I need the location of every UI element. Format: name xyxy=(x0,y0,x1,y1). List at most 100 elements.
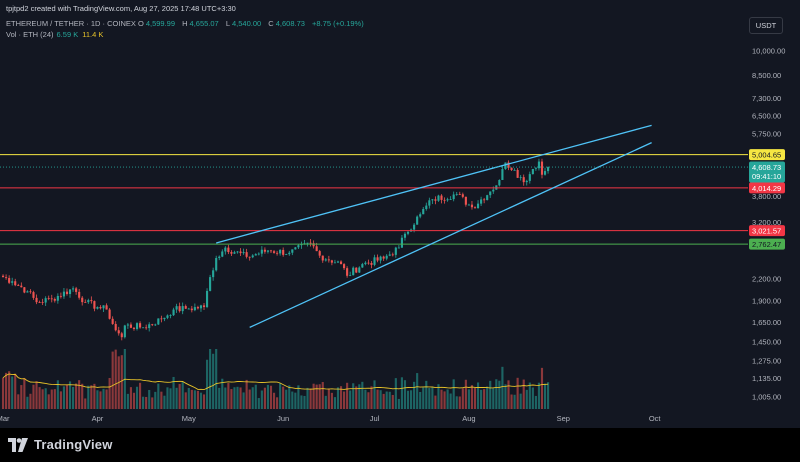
volume-bar xyxy=(364,389,367,409)
level-tag-label: 4,014.29 xyxy=(752,184,781,193)
volume-bar xyxy=(394,378,397,409)
candle-body xyxy=(501,169,504,180)
candle-body xyxy=(321,255,324,261)
candle-body xyxy=(117,330,120,334)
volume-bar xyxy=(251,387,254,409)
volume-bar xyxy=(38,387,41,409)
volume-bar xyxy=(391,394,394,409)
volume-bar xyxy=(129,387,132,409)
volume-bar xyxy=(233,387,236,409)
volume-bar xyxy=(279,383,282,409)
candle-body xyxy=(175,306,178,310)
currency-button[interactable]: USDT xyxy=(749,17,783,34)
volume-bar xyxy=(41,389,44,409)
volume-bar xyxy=(315,384,318,409)
y-tick-label: 1,005.00 xyxy=(752,393,781,402)
volume-bar xyxy=(385,391,388,409)
volume-bar xyxy=(312,383,315,409)
volume-bar xyxy=(437,384,440,409)
volume-bar xyxy=(17,394,20,409)
candle-body xyxy=(537,161,541,169)
candle-body xyxy=(90,300,93,302)
volume-bar xyxy=(199,392,203,409)
candle-body xyxy=(59,295,62,297)
candle-body xyxy=(318,251,321,256)
open-value: 4,599.99 xyxy=(145,19,176,28)
symbol-legend: ETHEREUM / TETHER · 1D · COINEX O 4,599.9… xyxy=(6,19,364,28)
candle-body xyxy=(428,200,431,206)
candle-body xyxy=(23,287,26,293)
volume-bar xyxy=(29,393,32,409)
candle-body xyxy=(215,258,218,271)
volume-bar xyxy=(242,392,245,409)
low-value: 4,540.00 xyxy=(232,19,262,28)
close-value: 4,608.73 xyxy=(275,19,305,28)
volume-bar xyxy=(26,396,29,409)
tradingview-logo-icon xyxy=(8,437,28,452)
volume-bar xyxy=(327,388,330,409)
candle-body xyxy=(248,256,251,258)
y-tick-label: 1,900.00 xyxy=(752,297,781,306)
volume-value: 6.59 K xyxy=(56,30,79,39)
candle-body xyxy=(114,323,117,331)
candle-body xyxy=(394,247,397,255)
candle-body xyxy=(236,251,239,253)
volume-bar xyxy=(65,384,69,409)
volume-bar xyxy=(507,380,510,409)
candle-body xyxy=(181,306,184,312)
tradingview-brand[interactable]: TradingView xyxy=(8,437,113,452)
volume-bar xyxy=(370,386,373,409)
candle-body xyxy=(68,289,72,295)
volume-bar xyxy=(537,382,541,409)
candle-body xyxy=(221,251,224,257)
volume-bar xyxy=(300,395,303,409)
candle-body xyxy=(379,256,382,261)
x-tick-label: Jul xyxy=(370,414,380,423)
candle-body xyxy=(41,302,44,303)
candle-body xyxy=(464,196,467,205)
candle-body xyxy=(346,268,349,276)
candle-body xyxy=(35,297,38,303)
volume-bar xyxy=(306,387,309,409)
candle-body xyxy=(492,189,495,192)
volume-bar xyxy=(102,388,105,409)
volume-bar xyxy=(425,380,428,409)
candle-body xyxy=(32,292,35,298)
volume-bar xyxy=(236,386,239,409)
candle-body xyxy=(193,307,196,311)
volume-bar xyxy=(224,387,227,409)
x-tick-label: Apr xyxy=(92,414,104,423)
price-chart[interactable]: 10,000.00 8,500.00 7,300.00 6,500.00 5,750.0… xyxy=(0,0,800,428)
candle-body xyxy=(20,285,23,288)
volume-bar xyxy=(501,366,504,409)
volume-bar xyxy=(111,351,114,409)
candle-body xyxy=(26,291,29,293)
volume-bar xyxy=(8,371,11,409)
candle-body xyxy=(202,305,206,308)
candle-body xyxy=(443,199,446,201)
volume-bar xyxy=(440,389,443,409)
candle-body xyxy=(370,262,373,265)
candle-body xyxy=(525,180,528,183)
volume-bar xyxy=(23,377,26,409)
candle-body xyxy=(47,298,50,299)
candle-body xyxy=(257,253,260,255)
candle-body xyxy=(157,318,160,325)
candle-body xyxy=(242,252,245,254)
candle-body xyxy=(196,307,199,309)
chart-panel[interactable] xyxy=(0,0,800,428)
volume-bar xyxy=(32,384,35,409)
volume-bar xyxy=(309,388,312,409)
level-tag-label: 3,021.57 xyxy=(752,227,781,236)
candle-body xyxy=(528,174,531,181)
high-label: H xyxy=(182,19,188,28)
candle-body xyxy=(406,231,410,234)
volume-bar xyxy=(449,393,452,409)
candle-body xyxy=(169,315,172,316)
volume-bar xyxy=(543,383,547,409)
candle-body xyxy=(276,252,279,254)
candle-body xyxy=(142,327,145,329)
high-value: 4,655.07 xyxy=(189,19,219,28)
volume-bar xyxy=(291,391,294,409)
volume-bar xyxy=(355,386,358,409)
